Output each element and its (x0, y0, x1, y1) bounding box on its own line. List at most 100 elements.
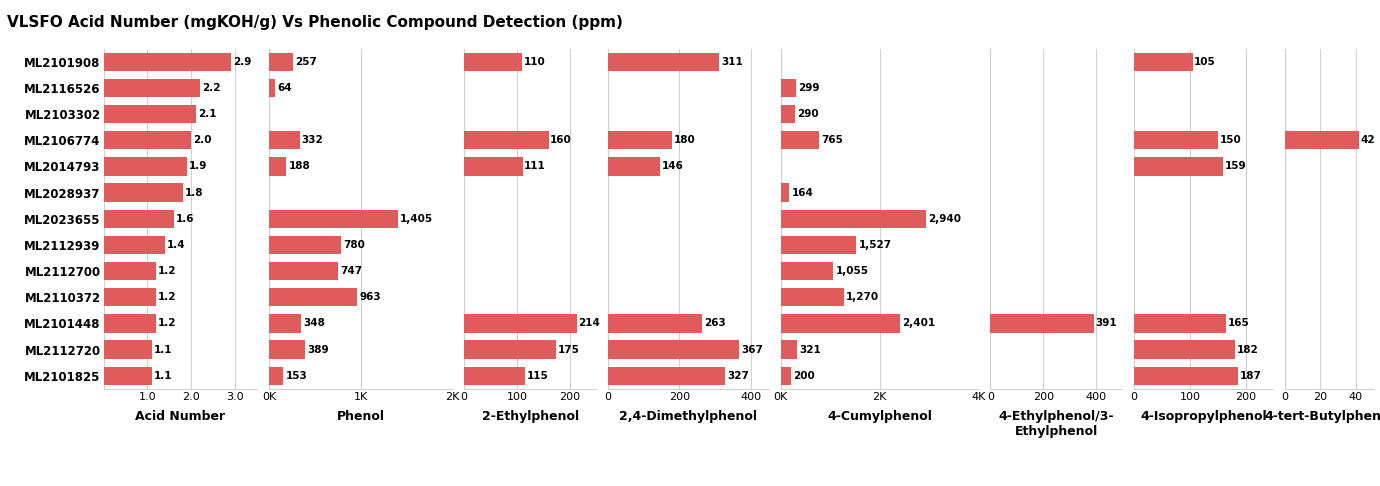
Text: 188: 188 (288, 161, 311, 172)
Bar (269, 262, 338, 280)
Text: 2,940: 2,940 (929, 214, 962, 224)
Text: 164: 164 (791, 188, 813, 197)
Bar (607, 314, 702, 332)
Text: 200: 200 (793, 371, 814, 381)
Text: 1.6: 1.6 (175, 214, 195, 224)
Text: 1.2: 1.2 (159, 318, 177, 329)
Text: 747: 747 (339, 266, 362, 276)
X-axis label: 4-Cumylphenol: 4-Cumylphenol (827, 410, 932, 423)
Bar (104, 236, 166, 254)
Text: VLSFO Acid Number (mgKOH/g) Vs Phenolic Compound Detection (ppm): VLSFO Acid Number (mgKOH/g) Vs Phenolic … (7, 15, 622, 30)
Bar (607, 131, 672, 149)
Bar (781, 236, 857, 254)
Bar (1134, 52, 1192, 71)
Bar (991, 314, 1093, 332)
Bar (104, 183, 182, 202)
X-axis label: 2-Ethylphenol: 2-Ethylphenol (482, 410, 578, 423)
Bar (269, 52, 293, 71)
Text: 1,270: 1,270 (846, 292, 879, 302)
X-axis label: Phenol: Phenol (337, 410, 385, 423)
Text: 150: 150 (1220, 135, 1241, 145)
Bar (781, 314, 900, 332)
Text: 2,401: 2,401 (903, 318, 936, 329)
X-axis label: 2,4-Dimethylphenol: 2,4-Dimethylphenol (620, 410, 758, 423)
Text: 780: 780 (342, 240, 364, 250)
Text: 42: 42 (1361, 135, 1374, 145)
Text: 187: 187 (1241, 371, 1261, 381)
Bar (104, 105, 196, 123)
Bar (104, 209, 174, 228)
Bar (464, 314, 577, 332)
Bar (781, 340, 796, 359)
Text: 1.2: 1.2 (159, 266, 177, 276)
Bar (464, 131, 548, 149)
Bar (104, 314, 156, 332)
Text: 389: 389 (306, 345, 328, 355)
Text: 115: 115 (526, 371, 548, 381)
X-axis label: 4-tert-Butylphenol: 4-tert-Butylphenol (1264, 410, 1380, 423)
Bar (269, 236, 341, 254)
Text: 110: 110 (524, 57, 545, 67)
Bar (104, 157, 188, 175)
Bar (464, 340, 556, 359)
Bar (607, 366, 725, 385)
Text: 214: 214 (578, 318, 600, 329)
Bar (781, 79, 796, 97)
Bar (104, 52, 230, 71)
Text: 290: 290 (798, 109, 820, 119)
Bar (464, 52, 522, 71)
Text: 332: 332 (302, 135, 323, 145)
Bar (269, 288, 357, 306)
Text: 2.0: 2.0 (193, 135, 211, 145)
Text: 165: 165 (1228, 318, 1249, 329)
Bar (607, 340, 740, 359)
Text: 391: 391 (1096, 318, 1116, 329)
Bar (464, 157, 523, 175)
Bar (781, 288, 843, 306)
Text: 321: 321 (799, 345, 821, 355)
Bar (781, 366, 791, 385)
Text: 1.1: 1.1 (153, 345, 172, 355)
Text: 1.1: 1.1 (153, 371, 172, 381)
Bar (269, 79, 275, 97)
Text: 1,527: 1,527 (858, 240, 891, 250)
Bar (104, 366, 152, 385)
Bar (1134, 157, 1223, 175)
Text: 2.2: 2.2 (201, 83, 221, 93)
Text: 64: 64 (277, 83, 291, 93)
Text: 111: 111 (524, 161, 546, 172)
Bar (781, 209, 926, 228)
Text: 146: 146 (662, 161, 684, 172)
Text: 1,405: 1,405 (400, 214, 433, 224)
Bar (1134, 131, 1217, 149)
Bar (269, 157, 287, 175)
Text: 1.9: 1.9 (189, 161, 207, 172)
Text: 180: 180 (675, 135, 696, 145)
Text: 159: 159 (1224, 161, 1246, 172)
Text: 182: 182 (1236, 345, 1259, 355)
Text: 367: 367 (741, 345, 763, 355)
Bar (1134, 366, 1238, 385)
Text: 2.9: 2.9 (233, 57, 251, 67)
Text: 311: 311 (722, 57, 742, 67)
Text: 2.1: 2.1 (197, 109, 217, 119)
Text: 1.8: 1.8 (185, 188, 203, 197)
Bar (104, 79, 200, 97)
Bar (781, 262, 834, 280)
Bar (269, 209, 397, 228)
Text: 160: 160 (551, 135, 571, 145)
Text: 1.2: 1.2 (159, 292, 177, 302)
Text: 299: 299 (798, 83, 820, 93)
Text: 327: 327 (727, 371, 749, 381)
Text: 765: 765 (821, 135, 843, 145)
Bar (104, 340, 152, 359)
Bar (104, 262, 156, 280)
Bar (607, 157, 660, 175)
X-axis label: 4-Isopropylphenol: 4-Isopropylphenol (1140, 410, 1267, 423)
Text: 105: 105 (1194, 57, 1216, 67)
Bar (269, 366, 283, 385)
Bar (1134, 340, 1235, 359)
Bar (781, 105, 795, 123)
Bar (464, 366, 524, 385)
Bar (104, 288, 156, 306)
